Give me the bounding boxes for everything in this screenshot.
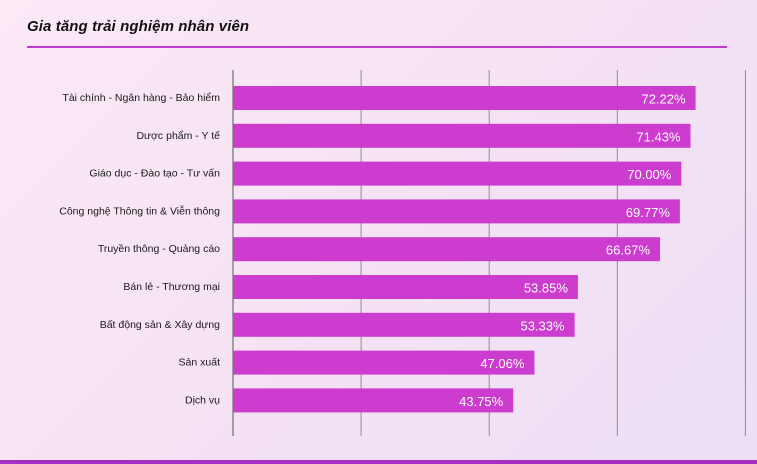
category-label: Dịch vụ: [185, 394, 220, 406]
category-labels: Tài chính - Ngân hàng - Bảo hiểm Dược phẩ…: [59, 92, 220, 406]
category-label: Truyền thông - Quảng cáo: [98, 243, 220, 255]
category-label: Bất động sản & Xây dựng: [100, 319, 220, 331]
value-label: 72.22%: [641, 92, 686, 107]
bar: [233, 199, 680, 224]
footer-bar: [0, 460, 757, 464]
value-label: 70.00%: [627, 167, 672, 182]
bar: [233, 350, 535, 375]
category-label: Dược phẩm - Y tế: [136, 130, 220, 142]
bar: [233, 388, 514, 413]
bars: [233, 86, 696, 413]
category-label: Bán lẻ - Thương mại: [123, 281, 220, 293]
bar: [233, 275, 578, 299]
value-label: 66.67%: [606, 243, 651, 258]
chart-title: Gia tăng trải nghiệm nhân viên: [27, 18, 250, 35]
category-label: Giáo dục - Đào tạo - Tư vấn: [89, 168, 220, 180]
bar: [233, 312, 575, 337]
value-labels: 72.22% 71.43% 70.00% 69.77% 66.67% 53.85% 53.3…: [459, 92, 686, 409]
bar: [233, 123, 691, 148]
value-label: 69.77%: [626, 205, 671, 220]
bar: [233, 86, 696, 110]
category-label: Tài chính - Ngân hàng - Bảo hiểm: [62, 92, 220, 104]
bar: [233, 161, 682, 186]
value-label: 53.33%: [520, 318, 565, 333]
bar: [233, 237, 661, 262]
value-label: 53.85%: [524, 281, 569, 296]
category-label: Công nghệ Thông tin & Viễn thông: [59, 204, 220, 217]
category-label: Sản xuất: [179, 357, 221, 369]
value-label: 71.43%: [636, 129, 681, 144]
title-underline: [27, 46, 727, 48]
value-label: 43.75%: [459, 394, 504, 409]
value-label: 47.06%: [480, 356, 525, 371]
